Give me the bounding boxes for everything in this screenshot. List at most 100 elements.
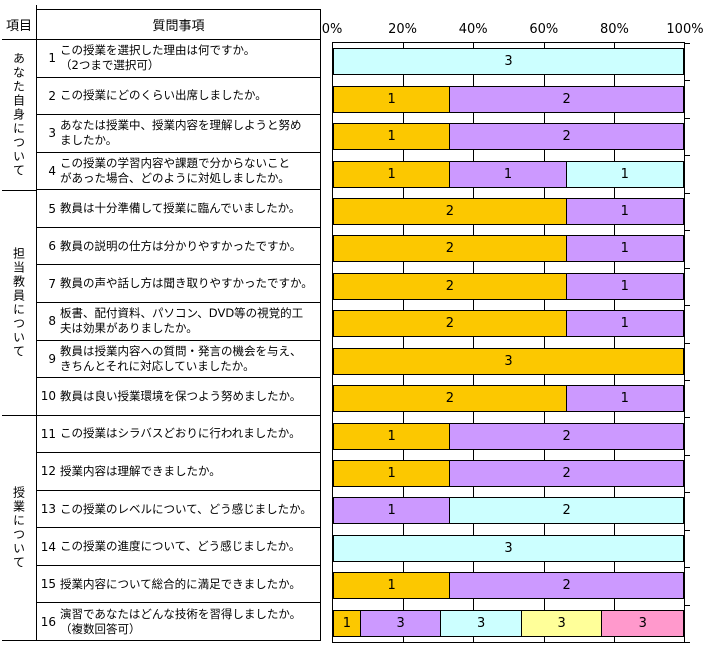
header-item-cell: 項目 [2,9,37,39]
question-text: 教員は良い授業環境を保つよう努めましたか。 [60,388,302,403]
category-axis-tick [685,455,690,456]
category-group-teacher: 担当教員について [2,190,37,416]
question-text: 演習であなたはどんな技術を習得しましたか。 （複数回答可） [60,606,302,636]
question-number: 16 [40,614,56,629]
bar-segment-q12-choice1: 1 [334,461,451,487]
category-axis-tick [685,305,690,306]
axis-tick-label-80: 80% [599,22,629,37]
category-column: あなた自身について 担当教員について 授業について [2,40,37,641]
results-table: 項目 質問事項 あなた自身について 担当教員について 授業について 1 この授業を… [2,5,321,641]
category-axis-tick [685,530,690,531]
question-row-7: 7 教員の声や話し方は聞き取りやすかったですか。 [37,265,321,303]
bar-row-q1: 3 [333,43,684,80]
column-divider-stub [36,5,37,9]
gridline-20 [403,43,405,642]
bar-segment-q16-choice3: 3 [441,610,522,636]
question-row-13: 13 この授業のレベルについて、どう感じましたか。 [37,490,321,529]
category-axis-tick [685,155,690,156]
bar-segment-q16-choice5: 3 [602,610,683,636]
question-text: この授業を選択した理由は何ですか。 （2つまで選択可） [60,43,256,73]
bar-segment-q4-choice3: 1 [566,161,683,187]
question-number: 13 [40,502,56,517]
header-question-label: 質問事項 [152,19,205,34]
category-axis-tick [685,343,690,344]
category-axis-tick [685,268,690,269]
question-number: 7 [48,276,56,291]
stacked-bar-q14: 3 [333,534,684,562]
question-row-3: 3 あなたは授業中、授業内容を理解しようと努め ましたか。 [37,115,321,153]
question-row-12: 12 授業内容は理解できましたか。 [37,453,321,491]
bar-segment-q14-choice3: 3 [334,535,683,561]
question-number: 11 [40,426,56,441]
bar-segment-q13-choice3: 2 [450,498,683,524]
question-row-8: 8 板書、配付資料、パソコン、DVD等の視覚的工 夫は効果がありましたか。 [37,302,321,341]
bar-segment-q13-choice2: 1 [334,498,451,524]
axis-tick-label-60: 60% [529,22,559,37]
question-row-1: 1 この授業を選択した理由は何ですか。 （2つまで選択可） [37,40,321,78]
question-row-9: 9 教員は授業内容への質問・発言の機会を与え、 きちんとそれに対応していましたか。 [37,340,321,379]
bar-segment-q2-choice2: 2 [450,86,683,112]
question-row-4: 4 この授業の学習内容や課題で分からないこと があった場合、どのように対処しました… [37,152,321,191]
axis-tick-label-100: 100% [666,22,704,37]
bar-segment-q15-choice1: 1 [334,573,451,599]
question-number: 1 [48,51,56,66]
question-row-2: 2 この授業にどのくらい出席しましたか。 [37,77,321,116]
question-number: 9 [48,351,56,366]
bar-segment-q16-choice4: 3 [521,610,603,636]
question-number: 8 [48,314,56,329]
gridline-60 [543,43,545,642]
question-text: この授業のレベルについて、どう感じましたか。 [60,501,312,516]
category-axis-tick [685,230,690,231]
gridline-40 [473,43,475,642]
bar-segment-q6-choice1: 2 [334,236,567,262]
question-number: 2 [48,88,56,103]
question-text: 教員の声や話し方は聞き取りやすかったですか。 [60,276,313,291]
bar-segment-q4-choice2: 1 [450,161,567,187]
question-number: 3 [48,126,56,141]
question-row-14: 14 この授業の進度について、どう感じましたか。 [37,528,321,566]
bar-segment-q6-choice2: 1 [566,236,683,262]
bar-segment-q5-choice2: 1 [566,198,683,224]
question-text: この授業にどのくらい出席しましたか。 [60,88,267,103]
question-row-11: 11 この授業はシラバスどおりに行われましたか。 [37,415,321,454]
question-text: 授業内容について総合的に満足できましたか。 [60,576,301,591]
category-group-yourself: あなた自身について [2,40,37,191]
header-item-label: 項目 [5,18,32,34]
category-axis-tick [685,492,690,493]
header-question-cell: 質問事項 [37,9,321,39]
bar-segment-q15-choice2: 2 [450,573,683,599]
category-axis-tick [685,642,690,643]
question-number: 15 [40,577,56,592]
stacked-bar-q9: 3 [333,347,684,375]
question-text: 教員の説明の仕方は分かりやすかったですか。 [60,238,302,253]
bar-segment-q7-choice2: 1 [566,273,683,299]
question-row-15: 15 授業内容について総合的に満足できましたか。 [37,565,321,604]
bar-segment-q2-choice1: 1 [334,86,451,112]
category-axis-tick [685,605,690,606]
question-text: あなたは授業中、授業内容を理解しようと努め ましたか。 [60,118,302,148]
category-axis-tick [685,567,690,568]
bar-segment-q5-choice1: 2 [334,198,567,224]
category-axis-tick [685,193,690,194]
question-number: 14 [40,539,56,554]
question-number: 12 [40,464,56,479]
question-text: 授業内容は理解できましたか。 [60,464,221,478]
category-axis-tick [685,118,690,119]
question-text: 教員は授業内容への質問・発言の機会を与え、 きちんとそれに対応していましたか。 [60,343,302,373]
bar-segment-q8-choice1: 2 [334,311,567,337]
